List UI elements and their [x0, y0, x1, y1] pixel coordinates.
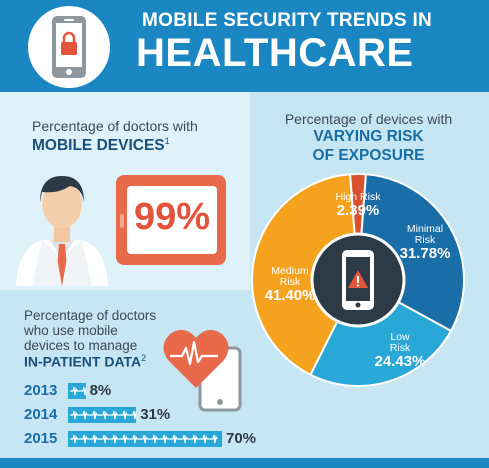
risk-label-line3: OF EXPOSURE — [312, 147, 425, 164]
bar-value-label: 70% — [226, 430, 257, 447]
bar-row-2014: 2014 31% — [24, 406, 324, 424]
bar-fill — [68, 431, 222, 447]
heartbeat-line-icon — [70, 410, 138, 420]
footnote-1: 1 — [164, 136, 170, 146]
bar-year-label: 2015 — [24, 430, 58, 447]
pie-label-value: 41.40% — [264, 287, 316, 305]
pie-label-value: 24.43% — [374, 353, 426, 371]
risk-pie-svg — [251, 173, 465, 387]
risk-label-line1: Percentage of devices with — [284, 111, 453, 127]
header-title-line1: MOBILE SECURITY TRENDS IN — [142, 10, 433, 31]
footer-bar — [0, 458, 489, 468]
bar-value-label: 31% — [140, 406, 171, 423]
locked-phone-icon-circle — [28, 6, 110, 88]
pie-label-medium-risk: Medium Risk 41.40% — [254, 265, 326, 305]
header-title-line2: HEALTHCARE — [136, 31, 414, 75]
doctor-icon — [16, 176, 108, 286]
pie-label-value: 31.78% — [399, 245, 451, 263]
pie-label-name: Medium Risk — [271, 265, 309, 289]
doctors-devices-label-line1: Percentage of doctors with — [32, 118, 198, 134]
pie-label-value: 2.39% — [336, 202, 380, 220]
bar-row-2015: 2015 70% — [24, 430, 324, 448]
locked-phone-icon — [52, 16, 86, 78]
risk-label-line2: VARYING RISK — [313, 128, 424, 145]
bar-fill — [68, 383, 88, 399]
pie-label-name: Low Risk — [389, 331, 411, 355]
tablet-button — [120, 214, 124, 228]
footnote-2: 2 — [141, 353, 147, 363]
inpatient-label-line1: Percentage of doctors — [24, 308, 157, 323]
pie-label-high-risk: High Risk 2.39% — [330, 191, 386, 220]
warning-phone-icon — [342, 250, 374, 310]
inpatient-label-line3: devices to manage — [24, 338, 138, 353]
heartbeat-line-icon — [70, 434, 218, 444]
bar-year-label: 2013 — [24, 382, 58, 399]
bar-year-label: 2014 — [24, 406, 58, 423]
tablet-screen — [127, 186, 217, 254]
inpatient-label-line4: IN-PATIENT DATA2 — [24, 353, 147, 370]
doctors-devices-value: 99% — [133, 196, 211, 238]
pie-label-low-risk: Low Risk 24.43% — [360, 331, 440, 371]
heart-heartbeat-icon — [163, 329, 242, 412]
doctors-devices-label-line2: MOBILE DEVICES1 — [32, 136, 170, 155]
risk-pie-chart: High Risk 2.39% Minimal Risk 31.78% Low Risk 24… — [250, 172, 466, 388]
pie-slice-medium-risk — [251, 173, 360, 377]
heartbeat-line-icon — [70, 386, 88, 396]
bar-fill — [68, 407, 138, 423]
pie-label-name: High Risk — [335, 191, 381, 203]
inpatient-label-line2: who use mobile — [24, 323, 118, 338]
pie-label-minimal-risk: Minimal Risk 31.78% — [390, 223, 460, 263]
bar-row-2013: 2013 8% — [24, 382, 324, 400]
pie-label-name: Minimal Risk — [406, 223, 444, 247]
bar-value-label: 8% — [89, 382, 112, 399]
